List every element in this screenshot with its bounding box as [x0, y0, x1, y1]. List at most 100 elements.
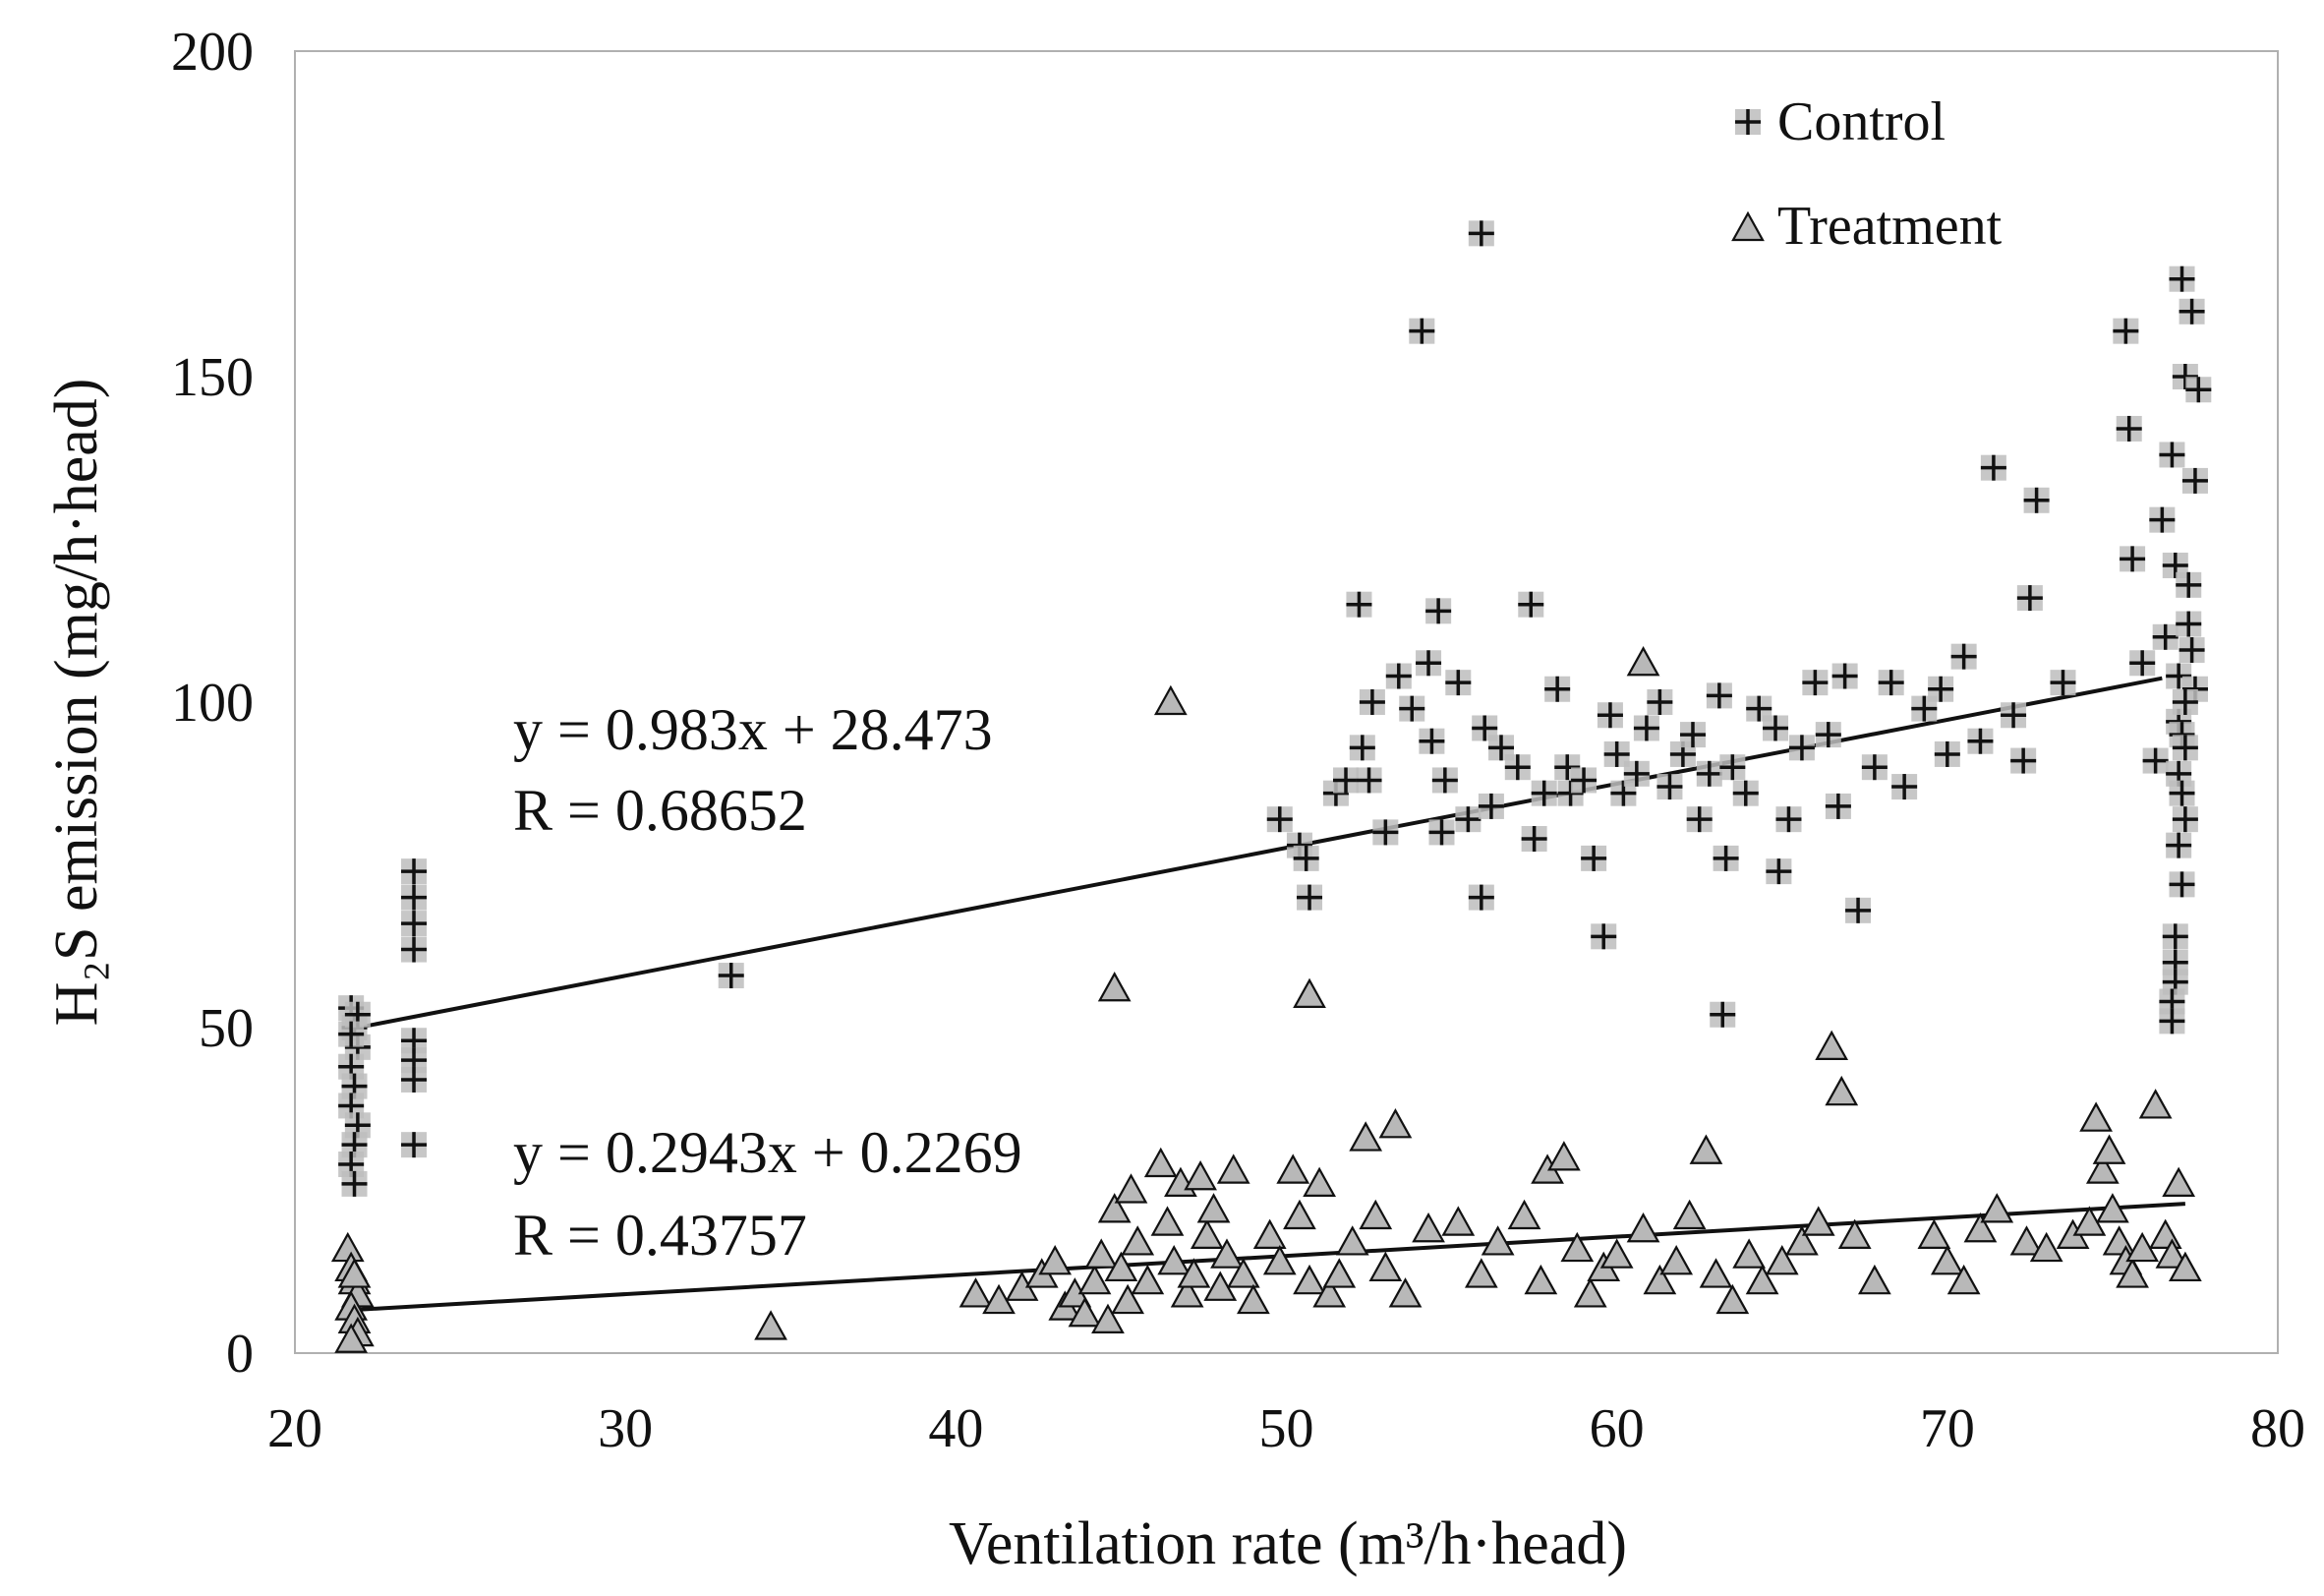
control-point	[2142, 747, 2169, 774]
control-point	[2179, 298, 2205, 325]
treatment-point	[1143, 1147, 1178, 1178]
treatment-point	[1177, 1258, 1211, 1288]
control-point	[1409, 318, 1435, 344]
control-point	[1349, 735, 1375, 761]
treatment-point	[1121, 1225, 1155, 1256]
treatment-point	[1837, 1218, 1872, 1249]
control-point	[1775, 806, 1802, 833]
treatment-point	[1917, 1218, 1951, 1249]
control-point	[1468, 884, 1494, 911]
control-point	[2113, 318, 2139, 344]
treatment-point	[1150, 1206, 1185, 1236]
treatment-point	[1388, 1277, 1423, 1308]
treatment-point	[959, 1277, 993, 1308]
control-point	[1597, 702, 1623, 729]
control-point	[1647, 689, 1673, 715]
control-point	[1746, 695, 1772, 722]
treatment-point	[1825, 1075, 1859, 1106]
treatment-point	[2116, 1258, 2149, 1288]
y-tick-label: 150	[171, 347, 254, 408]
treatment-point	[1335, 1225, 1369, 1256]
treatment-point	[754, 1310, 787, 1340]
treatment-point	[1084, 1238, 1119, 1269]
control-point	[2169, 871, 2195, 898]
treatment-point	[2029, 1231, 2063, 1263]
treatment-point	[2096, 1193, 2129, 1223]
treatment-point	[1184, 1159, 1217, 1191]
control-point	[1531, 780, 1557, 806]
y-axis-title: H₂S emission (mg/h·head)	[43, 379, 110, 1027]
control-point	[1372, 819, 1399, 846]
treatment-point	[2079, 1101, 2113, 1132]
control-point	[1696, 760, 1722, 787]
x-tick-label: 40	[928, 1398, 983, 1459]
x-tick-label: 60	[1590, 1398, 1645, 1459]
treatment-point	[1507, 1199, 1541, 1230]
control-point	[2050, 670, 2076, 696]
x-axis-ticks: 20 30 40 50 60 70 80	[267, 1398, 2305, 1459]
control-point	[1967, 728, 1994, 754]
treatment-point	[1672, 1199, 1707, 1230]
control-point	[1831, 663, 1858, 689]
legend-control-label: Control	[1777, 91, 1946, 152]
control-point	[1950, 643, 1977, 670]
x-tick-label: 70	[1920, 1398, 1975, 1459]
legend-control-marker	[1735, 109, 1761, 135]
treatment-point	[1196, 1193, 1231, 1223]
control-point	[1504, 754, 1531, 781]
treatment-point	[1190, 1218, 1224, 1249]
control-point	[2172, 735, 2198, 761]
control-point	[1845, 897, 1872, 923]
treatment-point	[1349, 1121, 1383, 1152]
treatment-point	[1441, 1206, 1476, 1236]
treatment-point	[1312, 1277, 1347, 1308]
treatment-series	[330, 646, 2202, 1353]
treatment-point	[1626, 1212, 1660, 1243]
control-point	[1679, 722, 1706, 748]
treatment-trendline	[351, 1202, 2185, 1313]
treatment-point	[1276, 1153, 1310, 1184]
control-point	[1766, 858, 1792, 885]
treatment-point	[2162, 1166, 2196, 1197]
treatment-point	[1599, 1238, 1634, 1269]
treatment-point	[1114, 1173, 1148, 1204]
plot-area	[294, 50, 2279, 1354]
treatment-point	[1412, 1212, 1445, 1243]
control-point	[1521, 826, 1547, 853]
treatment-point	[1785, 1225, 1819, 1256]
control-point	[2185, 377, 2212, 403]
control-point	[2129, 650, 2156, 677]
control-point	[1610, 780, 1637, 806]
control-point	[1656, 774, 1683, 800]
control-point	[1591, 923, 1617, 950]
y-axis-ticks: 0 50 100 150 200	[171, 22, 254, 1385]
treatment-r-value: R = 0.43757	[513, 1203, 807, 1268]
treatment-point	[1091, 1303, 1125, 1334]
control-point	[1686, 806, 1713, 833]
control-point	[1581, 845, 1607, 871]
treatment-point	[1858, 1264, 1891, 1295]
control-trendline	[350, 676, 2163, 1032]
treatment-point	[1715, 1283, 1750, 1315]
control-point	[2162, 923, 2188, 950]
control-point	[1706, 682, 1732, 709]
control-point	[2169, 266, 2195, 292]
control-point	[401, 1132, 428, 1158]
control-point	[1633, 715, 1659, 741]
treatment-point	[1293, 977, 1326, 1009]
trendlines	[350, 676, 2185, 1313]
control-point	[338, 1021, 365, 1047]
control-point	[1399, 695, 1425, 722]
control-point	[1266, 806, 1293, 833]
control-point	[1763, 715, 1789, 741]
treatment-point	[1262, 1245, 1297, 1275]
control-point	[341, 1170, 368, 1197]
treatment-point	[1573, 1277, 1607, 1308]
treatment-point	[2169, 1251, 2202, 1282]
control-point	[1544, 676, 1571, 702]
control-point	[2169, 780, 2195, 806]
control-point	[2023, 487, 2050, 513]
control-point	[2016, 585, 2043, 612]
control-point	[1815, 722, 1841, 748]
treatment-point	[1097, 972, 1132, 1002]
